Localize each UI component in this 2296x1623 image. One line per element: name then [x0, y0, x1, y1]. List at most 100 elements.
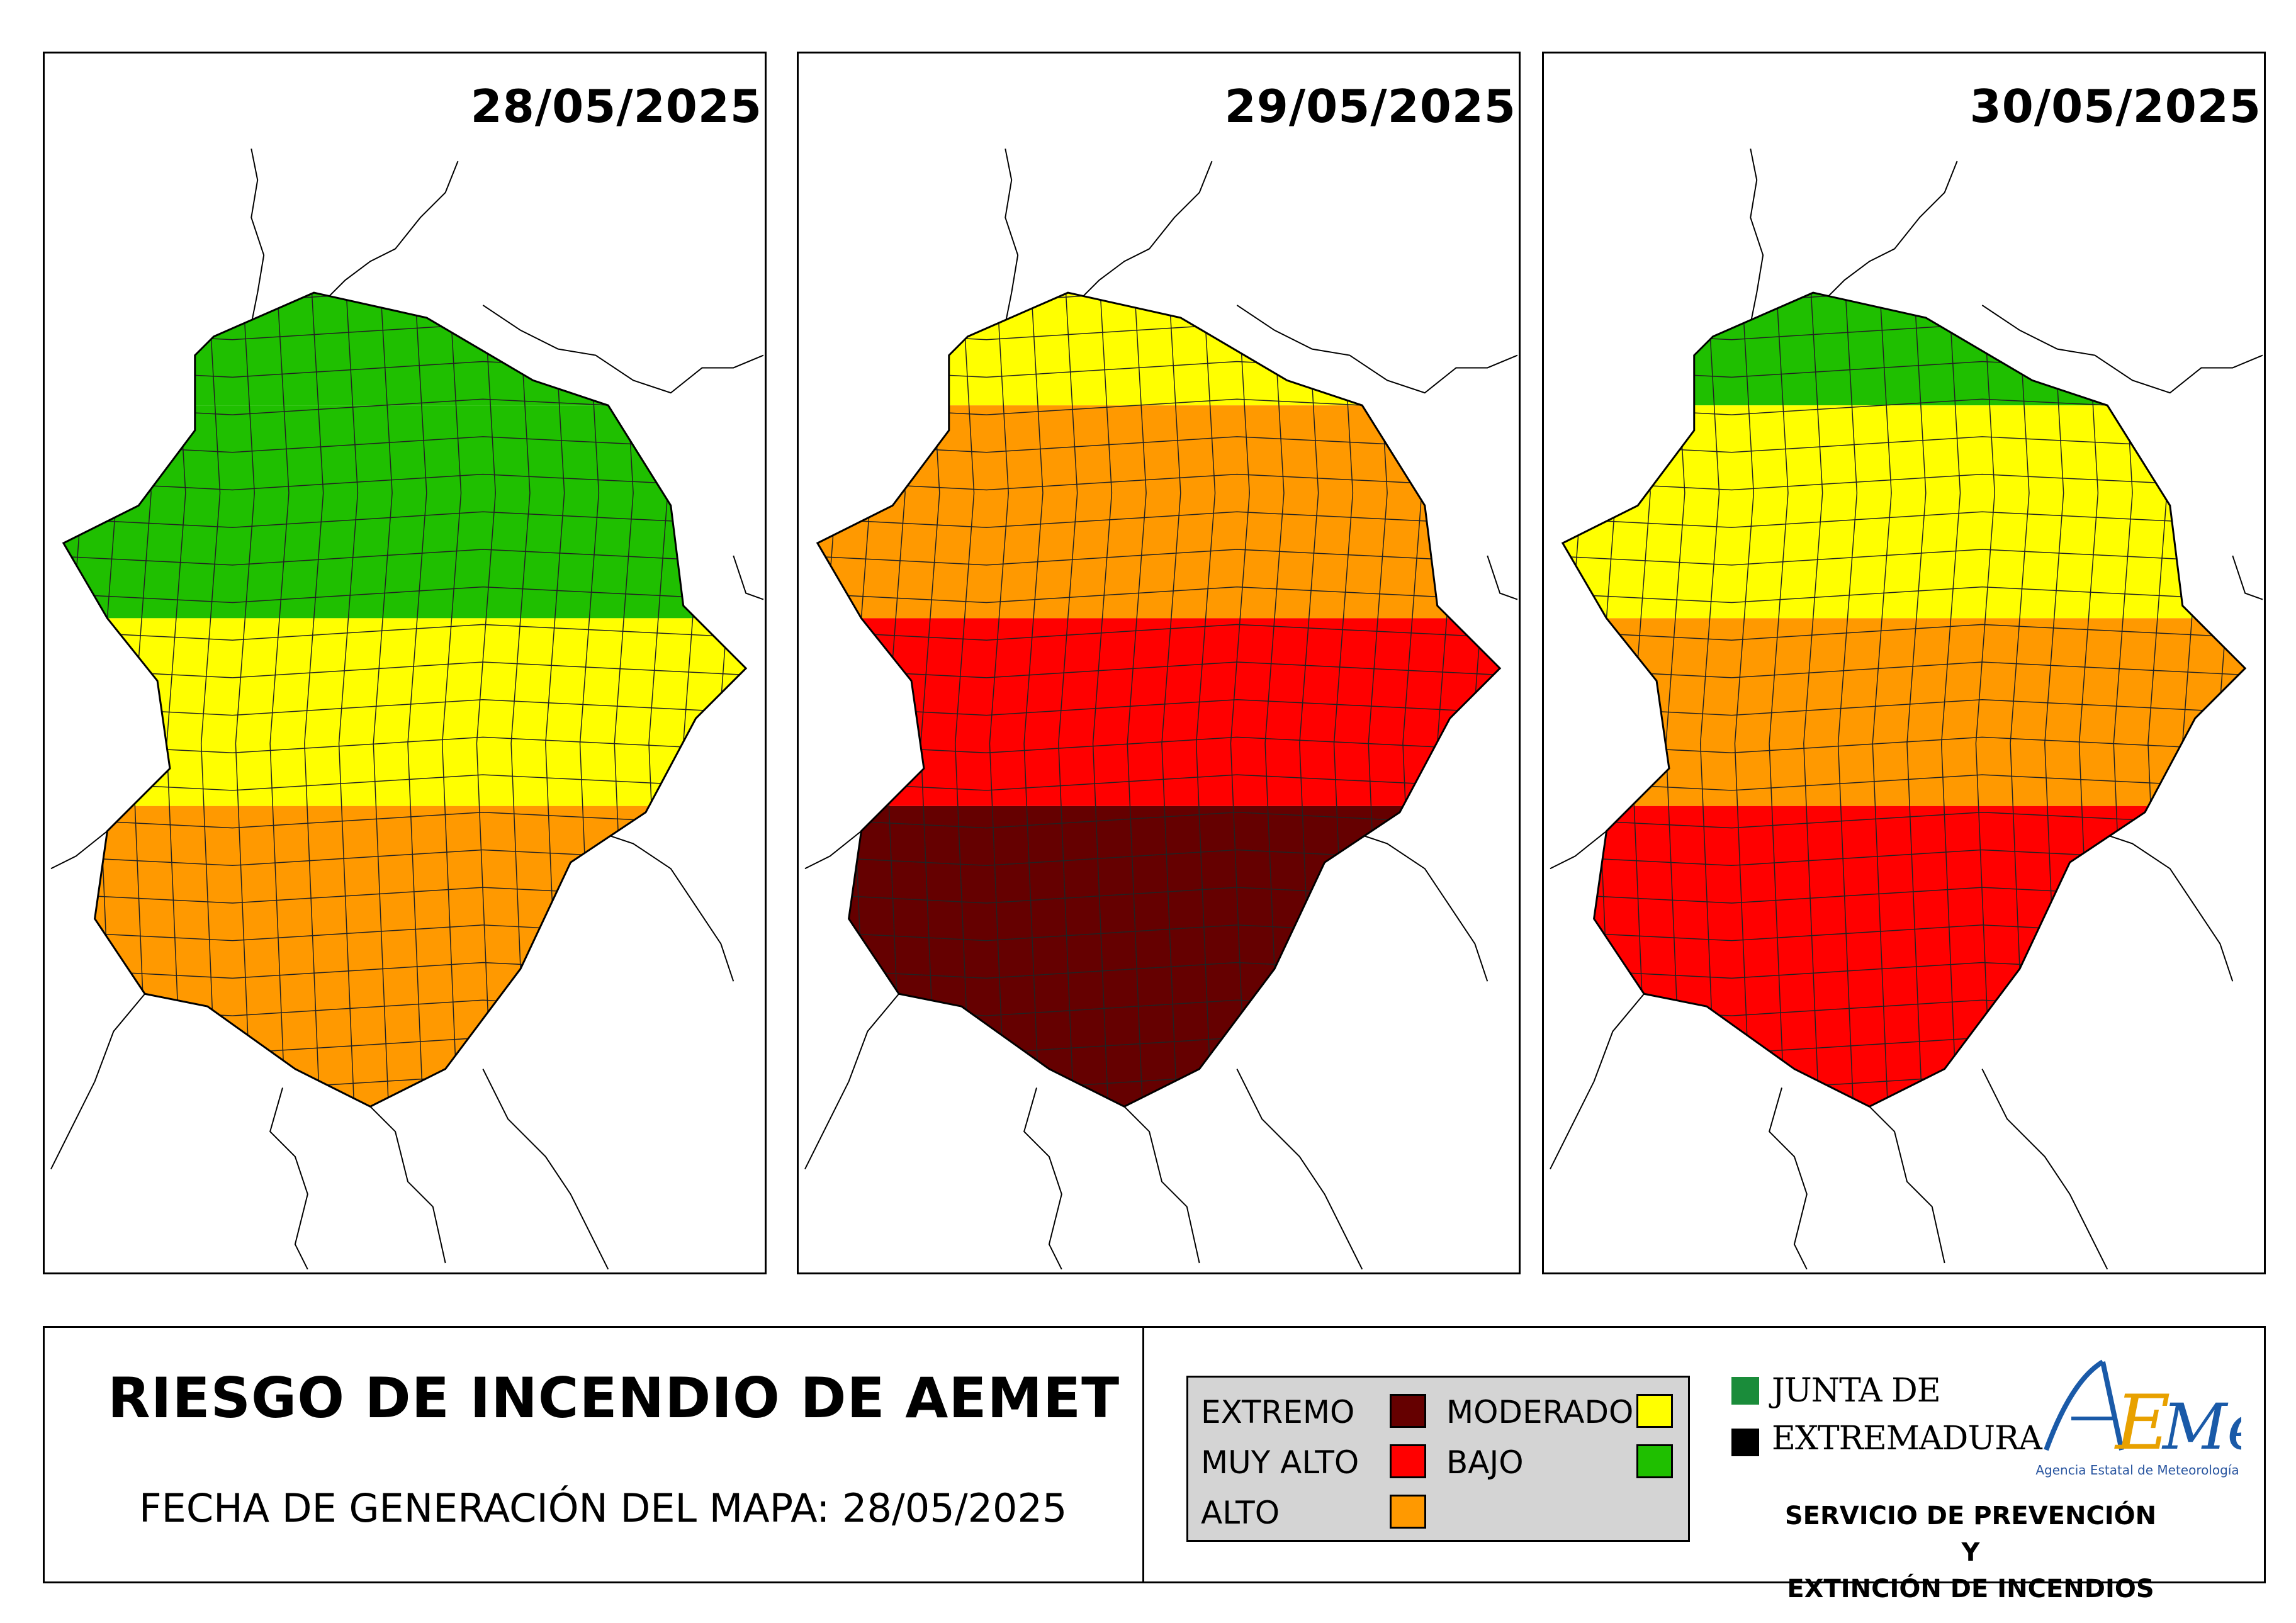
border-line [369, 1106, 446, 1264]
municipality-boundary [2251, 274, 2264, 1119]
risk-map-3 [1550, 149, 2264, 1270]
page-title: RIESGO DE INCENDIO DE AEMET [108, 1366, 1120, 1430]
municipality-boundary [1906, 293, 1927, 1107]
municipality-boundary [200, 293, 221, 1107]
border-line [2095, 830, 2234, 982]
border-line [1123, 1106, 1200, 1264]
border-line [250, 149, 265, 325]
border-line [1236, 305, 1518, 394]
municipality-boundary [1023, 293, 1044, 1107]
map-date: 29/05/2025 [1224, 80, 1516, 133]
municipality-boundary [1195, 293, 1216, 1107]
legend-swatch-moderado [1636, 1394, 1673, 1428]
municipality-boundary [235, 293, 255, 1107]
generation-date: FECHA DE GENERACIÓN DEL MAPA: 28/05/2025 [139, 1485, 1067, 1531]
risk-zone [1562, 618, 2246, 806]
municipality-boundary [1058, 293, 1078, 1107]
border-line [1023, 1087, 1062, 1270]
risk-zone [817, 618, 1500, 806]
municipality-boundary [63, 624, 746, 641]
municipality-boundary [1562, 293, 2246, 303]
municipality-boundary [1562, 624, 2246, 641]
municipality-boundary [817, 624, 1500, 641]
municipality-boundary [817, 511, 1500, 528]
border-line [1004, 149, 1019, 325]
municipality-boundary [1596, 293, 1617, 1107]
risk-zone [1562, 293, 2246, 406]
svg-text:Met: Met [2161, 1390, 2241, 1464]
risk-legend: EXTREMO MUY ALTO ALTO MODERADO BAJO [1186, 1376, 1690, 1542]
border-line [482, 305, 764, 394]
municipality-boundary [817, 549, 1500, 566]
municipality-boundary [1562, 812, 2246, 829]
municipality-boundary [752, 274, 765, 1119]
risk-zone [817, 405, 1500, 619]
municipality-boundary [1264, 293, 1285, 1107]
risk-map-2 [804, 149, 1518, 1270]
map-panel-1: 28/05/2025 [43, 52, 767, 1274]
legend-label-bajo: BAJO [1446, 1444, 1524, 1481]
municipality-boundary [851, 293, 872, 1107]
municipality-boundary [1734, 293, 1754, 1107]
junta-line-1: JUNTA DE [1772, 1372, 1941, 1410]
municipality-boundary [1562, 293, 1582, 1107]
risk-zone [63, 618, 746, 806]
border-line [1236, 1069, 1363, 1270]
municipality-boundary [1837, 293, 1858, 1107]
border-line [1550, 993, 1645, 1170]
border-line [804, 993, 899, 1170]
aemet-subtitle: Agencia Estatal de Meteorología [2035, 1463, 2239, 1478]
municipality-boundary [476, 293, 496, 1107]
border-line [733, 555, 764, 600]
legend-swatch-extremo [1390, 1394, 1426, 1428]
border-line [1769, 1087, 1808, 1270]
municipality-boundary [1471, 293, 1491, 1107]
border-line [1550, 830, 1607, 870]
municipality-boundary [63, 586, 746, 604]
risk-zone [63, 806, 746, 1107]
risk-zone [817, 293, 1500, 406]
municipality-boundary [1092, 293, 1113, 1107]
risk-map-1 [50, 149, 765, 1270]
risk-zone [63, 293, 746, 406]
municipality-boundary [954, 293, 975, 1107]
aemet-logo: E Met Agencia Estatal de Meteorología [2034, 1356, 2290, 1488]
service-line-1: SERVICIO DE PREVENCIÓN Y [1784, 1502, 2157, 1567]
map-panel-2: 29/05/2025 [797, 52, 1521, 1274]
municipality-boundary [97, 293, 118, 1107]
municipality-boundary [817, 812, 1500, 829]
svg-text:E: E [2114, 1379, 2171, 1467]
municipality-boundary [817, 293, 837, 1107]
border-line [1487, 555, 1518, 600]
border-line [1869, 1106, 1945, 1264]
municipality-boundary [989, 293, 1009, 1107]
risk-zone [63, 405, 746, 619]
municipality-boundary [63, 812, 746, 829]
junta-extremadura-logo: JUNTA DE EXTREMADURA [1731, 1372, 2042, 1485]
junta-line-2: EXTREMADURA [1772, 1420, 2042, 1457]
border-line [50, 830, 108, 870]
map-date: 30/05/2025 [1969, 80, 2261, 133]
border-line [1750, 149, 1764, 325]
municipality-boundary [304, 293, 324, 1107]
municipality-boundary [269, 293, 290, 1107]
municipality-boundary [1161, 293, 1181, 1107]
municipality-boundary [2216, 293, 2236, 1107]
municipality-boundary [63, 549, 746, 566]
municipality-boundary [1562, 586, 2246, 604]
municipality-boundary [1975, 293, 1995, 1107]
municipality-boundary [1940, 293, 1961, 1107]
border-line [804, 830, 862, 870]
junta-black-square-icon [1731, 1429, 1759, 1456]
municipality-boundary [817, 293, 1500, 303]
municipality-boundary [441, 293, 462, 1107]
risk-zone [1562, 806, 2246, 1107]
border-line [482, 1069, 609, 1270]
municipality-boundary [63, 511, 746, 528]
border-line [269, 1087, 308, 1270]
map-date: 28/05/2025 [470, 80, 762, 133]
municipality-boundary [1230, 293, 1250, 1107]
border-line [1349, 830, 1488, 982]
municipality-boundary [1562, 511, 2246, 528]
border-line [1981, 1069, 2108, 1270]
